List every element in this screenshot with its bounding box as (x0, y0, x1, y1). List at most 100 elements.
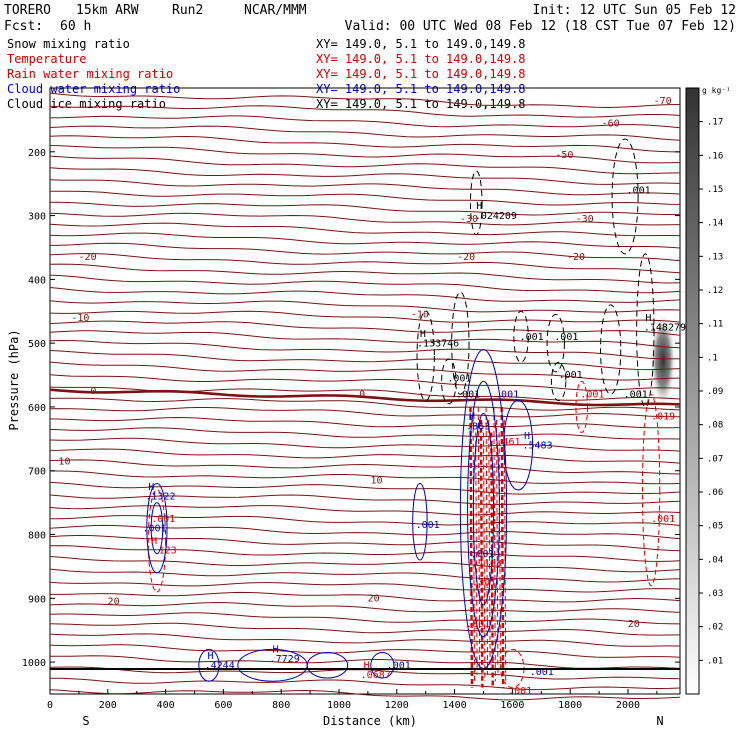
axes: 0 200 400 600 800 1000 1200 1400 1600 1800 2000200… (22, 148, 680, 711)
temperature-contour (49, 556, 681, 573)
field-value-label: .024209 (475, 211, 517, 222)
x-tick-label: 1800 (558, 700, 582, 711)
temperature-label: 20 (628, 619, 640, 630)
field-value-label: .461 (496, 437, 520, 448)
field-value-label: .001 (142, 523, 166, 534)
colorbar-label: .13 (707, 252, 723, 262)
temperature-contours (49, 92, 681, 701)
north-label: N (656, 714, 663, 728)
field-value-label: .001 (520, 332, 544, 343)
field-list: Snow mixing ratio XY= 149.0, 5.1 to 149.0… (7, 37, 526, 111)
field-value-label: .001 (447, 373, 471, 384)
y-tick-label: 300 (28, 212, 46, 223)
y-tick-label: 900 (28, 594, 46, 605)
colorbar-label: .01 (707, 656, 723, 666)
field-value-label: .4244 (205, 660, 235, 671)
temperature-label: -20 (567, 252, 585, 263)
colorbar-label: .06 (707, 488, 723, 498)
run-label: Run2 (172, 3, 203, 18)
field-value-label: .001 (470, 549, 494, 560)
temperature-label: 0 (359, 389, 365, 400)
temperature-contour (49, 612, 681, 625)
field-value-label: H (476, 201, 482, 212)
temperature-contour (49, 145, 681, 164)
cloud-water-contours (146, 349, 534, 682)
temperature-label: -30 (576, 214, 594, 225)
field-value-label: .001 (466, 619, 490, 630)
rain-contour (498, 432, 502, 669)
rain-contour (500, 406, 505, 688)
temperature-contour (49, 105, 681, 118)
temperature-label: 0 (90, 386, 96, 397)
rain-contours (147, 380, 661, 689)
field-value-label: H (273, 645, 279, 656)
temperature-label: -10 (71, 313, 89, 324)
field-value-label: .301 (472, 578, 496, 589)
temperature-contour (49, 568, 681, 583)
field-value-label: H (420, 329, 426, 340)
ice-contour (600, 304, 622, 395)
x-tick-label: 1200 (385, 700, 409, 711)
temperature-label: 20 (368, 594, 380, 605)
cloud-water-contour (306, 652, 349, 679)
field-value-label: H (148, 482, 154, 493)
temperature-contour (49, 448, 681, 464)
init-time: Init: 12 UTC Sun 05 Feb 12 (533, 3, 737, 18)
y-tick-label: 800 (28, 531, 46, 542)
temperature-label: -20 (457, 252, 475, 263)
x-tick-label: 1600 (500, 700, 524, 711)
y-tick-label: 400 (28, 275, 46, 286)
cloud-water-contour (412, 482, 428, 561)
fcst-value: 60 h (60, 19, 91, 34)
field-name: Temperature (7, 52, 86, 66)
temperature-contour (49, 135, 681, 153)
temperature-label: 10 (58, 456, 70, 467)
field-value-label: .001 (456, 389, 480, 400)
field-value-label: .0687 (361, 670, 391, 681)
ice-contour (636, 253, 655, 408)
field-value-labels: H.024209.001H.148279H.133746.001.001.001… (142, 185, 686, 697)
temperature-contour (49, 581, 681, 593)
rain-contour (147, 489, 167, 593)
colorbar-label: .02 (707, 623, 723, 633)
field-value-label: H (208, 651, 214, 662)
rain-contour (575, 380, 589, 433)
temperature-contour (49, 242, 681, 262)
temperature-contour (49, 505, 681, 516)
field-value-label: .001 (530, 667, 554, 678)
y-tick-label: 600 (28, 403, 46, 414)
cloud-water-contour (198, 648, 220, 682)
field-name: Rain water mixing ratio (7, 67, 173, 81)
field-value-label: .863 (466, 421, 490, 432)
temperature-contour (49, 320, 681, 336)
field-name: Snow mixing ratio (7, 37, 130, 51)
temperature-contour (49, 407, 680, 418)
cloud-water-contour (146, 482, 168, 574)
field-value-label: .001 (580, 389, 604, 400)
field-value-label: .001 (416, 520, 440, 531)
temperature-contour (49, 622, 681, 636)
temperature-label: 10 (371, 475, 383, 486)
colorbar-label: .03 (707, 589, 723, 599)
field-value-label: H (151, 536, 157, 547)
colorbar-label: .08 (707, 421, 723, 431)
field-value-label: .001 (151, 514, 175, 525)
temperature-contour (50, 515, 681, 526)
colorbar-label: .04 (707, 555, 723, 565)
x-tick-label: 1400 (443, 700, 467, 711)
temperature-contour (49, 92, 681, 109)
rain-contour (472, 419, 476, 682)
field-value-label: .019 (651, 412, 675, 423)
rain-contour (493, 406, 496, 682)
y-tick-label: 500 (28, 339, 46, 350)
temperature-contour (49, 232, 681, 249)
valid-time: Valid: 00 UTC Wed 08 Feb 12 (18 CST Tue … (345, 19, 736, 34)
colorbar-label: .11 (707, 320, 723, 330)
field-value-label: .001 (624, 389, 648, 400)
temperature-contour (49, 125, 681, 141)
colorbar-label: .12 (707, 286, 723, 296)
field-name: Cloud ice mixing ratio (7, 97, 166, 111)
temperature-contour (49, 155, 681, 175)
